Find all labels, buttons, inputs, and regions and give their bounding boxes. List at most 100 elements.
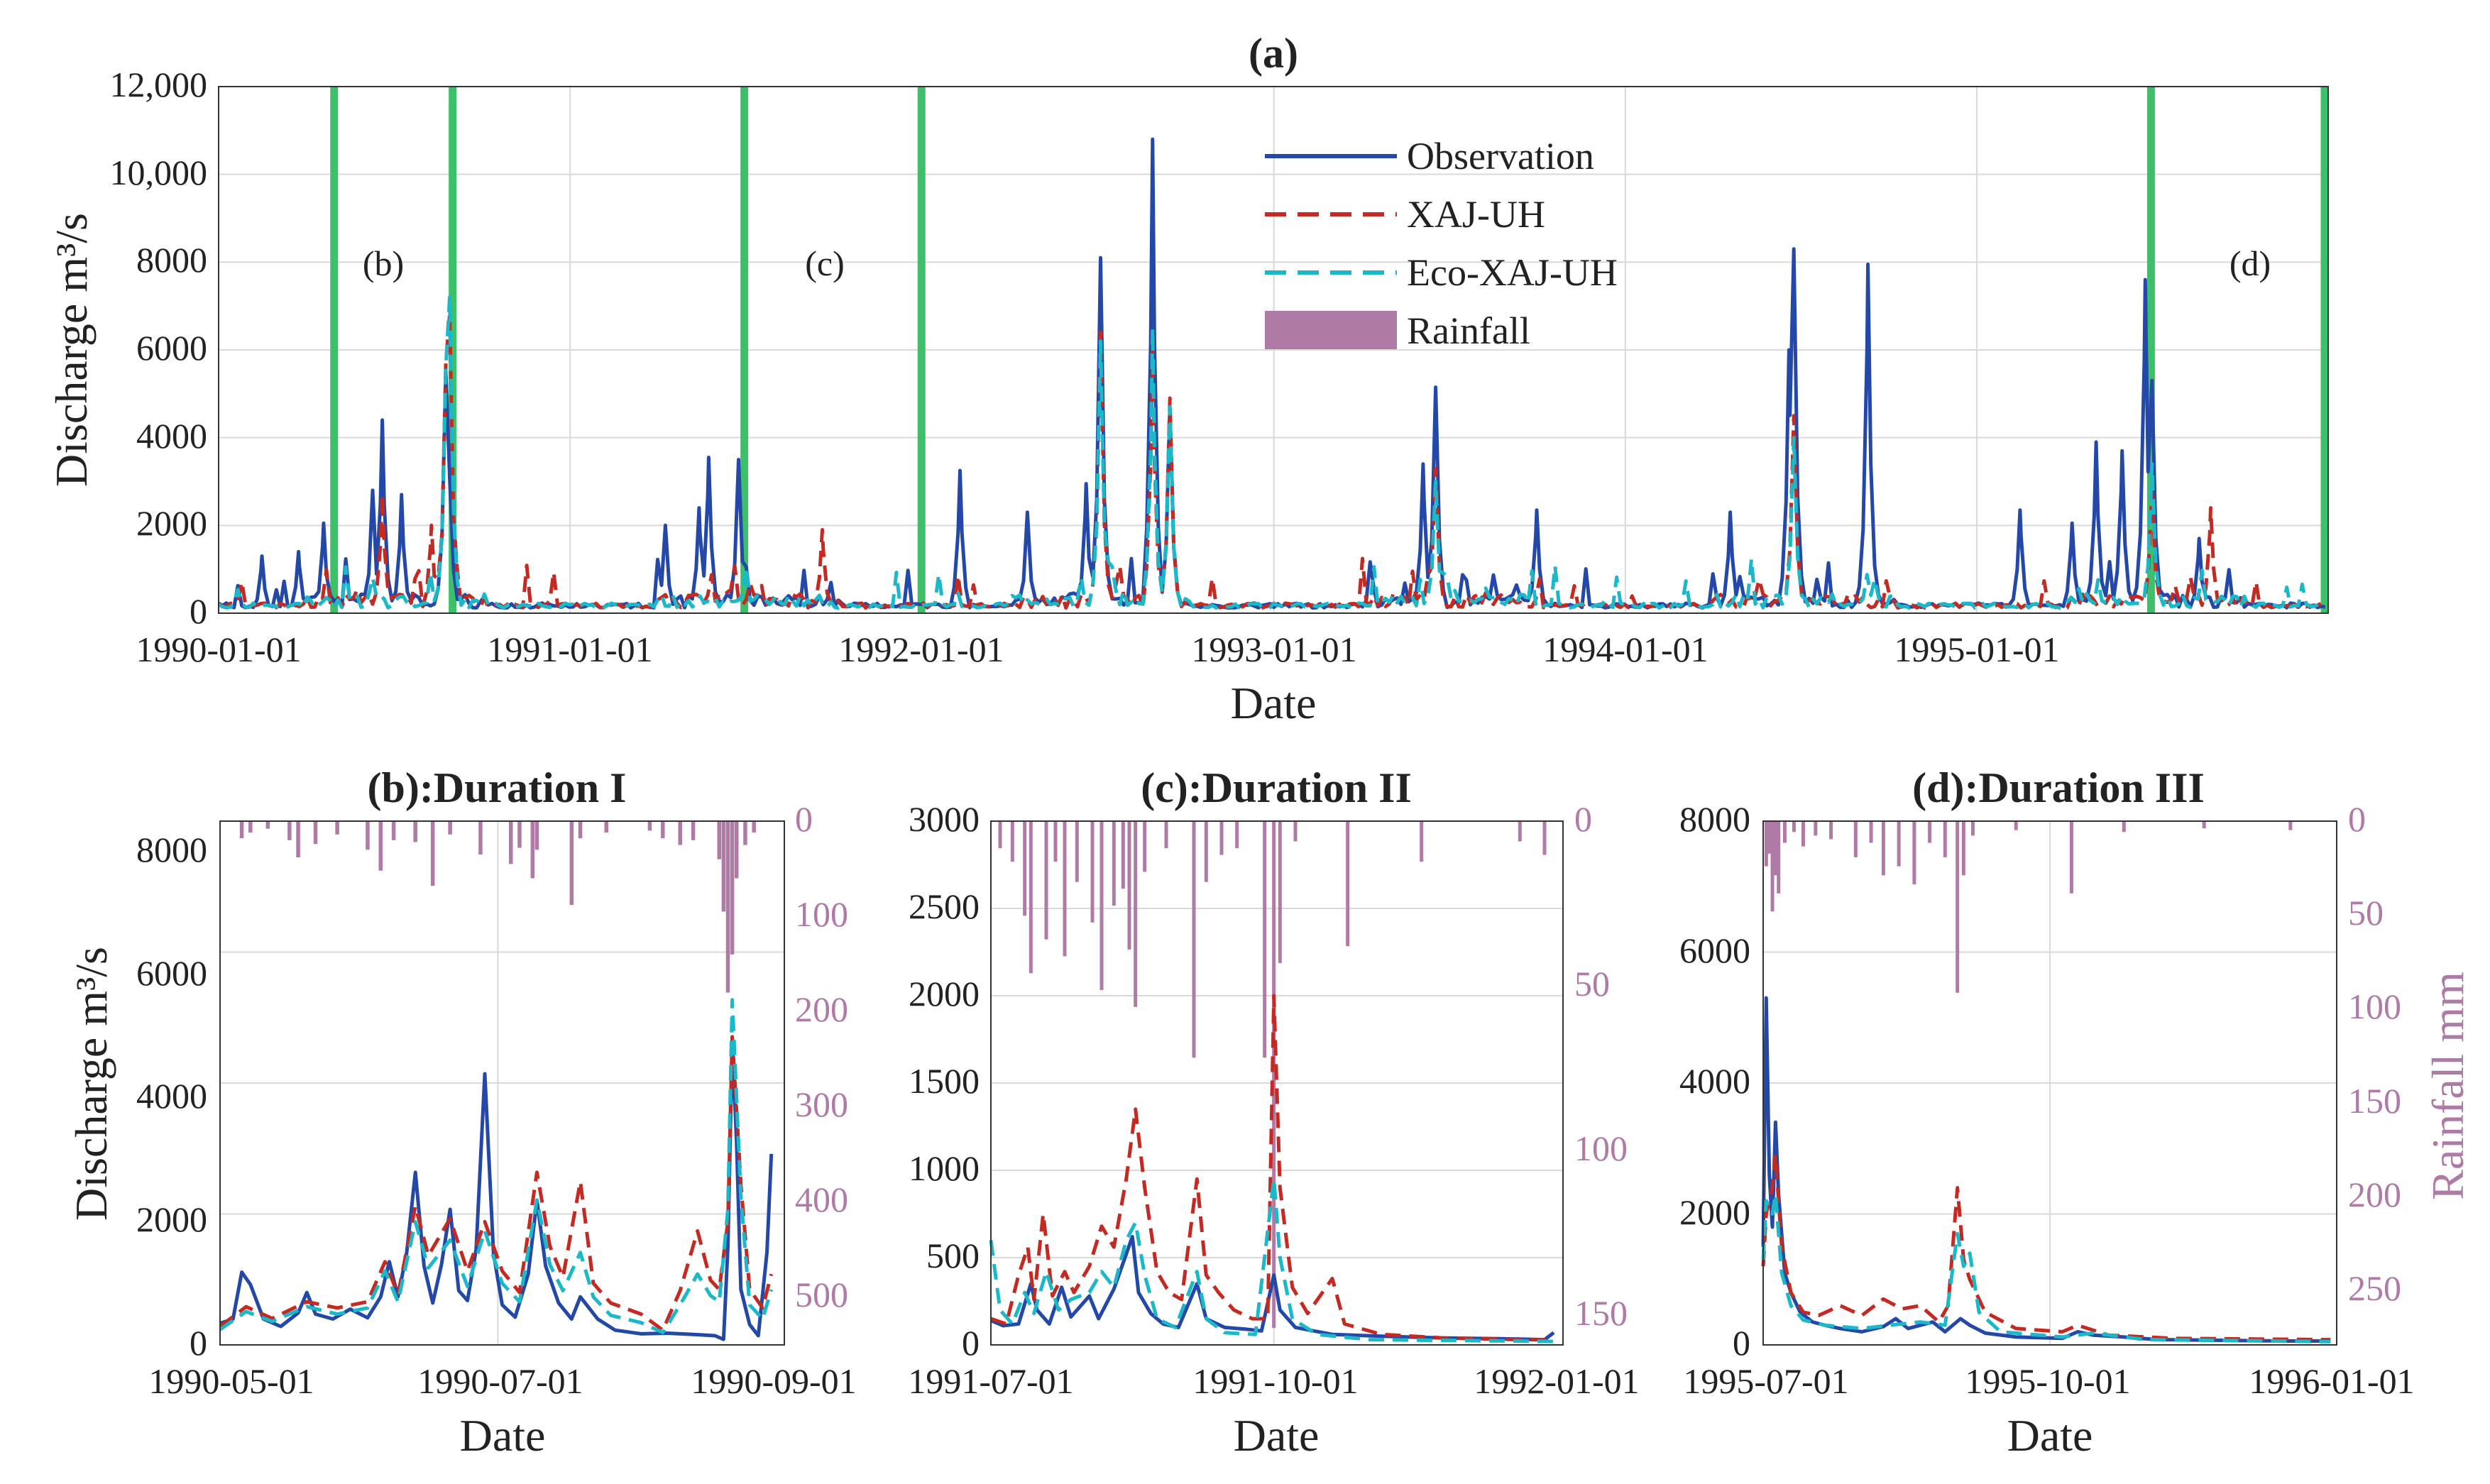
rainfall-bar [1801,821,1805,847]
y-tick-label: 0 [190,591,207,631]
y-tick-label: 8000 [1679,799,1750,839]
y-tick-label: 1500 [909,1061,980,1101]
y-tick-label: 2000 [909,974,980,1013]
rainfall-bar [1204,821,1208,882]
rain-tick-label: 150 [1574,1293,1628,1333]
y-tick-label: 8000 [136,830,207,869]
panel-b-axes-frame [219,820,785,1346]
rainfall-bar [2069,821,2073,894]
rainfall-bar [578,821,583,839]
rainfall-bar [287,821,292,840]
series-line-xaj-uh [990,994,1554,1342]
rain-tick-label: 250 [2348,1268,2401,1308]
panel-d-x-axis-label: Date [2007,1410,2093,1461]
rain-tick-label: 300 [795,1084,848,1124]
rainfall-bar [998,821,1002,849]
rainfall-bar [1897,821,1901,867]
panel-c-x-axis-label: Date [1234,1410,1320,1461]
panel-c-rainfall-bars [998,821,1547,1329]
x-tick-label: 1994-01-01 [1542,630,1708,669]
series-line-observation [219,1041,774,1341]
rainfall-bar [517,821,522,848]
rainfall-bar [730,821,735,955]
legend-label-xaj-uh: XAJ-UH [1407,193,1545,236]
rainfall-bar [569,821,574,906]
rainfall-bar [378,821,383,871]
rainfall-bar [335,821,339,835]
y-tick-label: 4000 [136,1076,207,1116]
rainfall-bar [1029,821,1033,974]
rainfall-bar [1134,821,1138,1007]
y-tick-label: 1000 [909,1148,980,1188]
panel-d: (d):Duration III 0 2000 4000 6000 8000 0… [1679,764,2473,1461]
rainfall-bar [1869,821,1873,843]
legend-label-rainfall: Rainfall [1407,309,1530,352]
legend-label-observation: Observation [1407,135,1594,177]
y-tick-label: 8000 [136,240,207,280]
y-tick-label: 2000 [136,503,207,543]
panel-a-x-axis-label: Date [1231,678,1317,728]
rainfall-bar [1272,821,1276,1329]
panel-d-y-ticks: 0 2000 4000 6000 8000 [1679,799,1750,1363]
rainfall-bar [1792,821,1796,832]
x-tick-label: 1995-01-01 [1894,630,2059,669]
panel-c-y-ticks: 0 500 1000 1500 2000 2500 3000 [909,799,980,1363]
rainfall-bar [1293,821,1298,842]
panel-b-y-ticks: 0 2000 4000 6000 8000 [136,830,207,1363]
panel-c-grid [991,821,1563,1345]
x-tick-label: 1993-01-01 [1191,630,1356,669]
rain-tick-label: 0 [2348,799,2366,839]
panel-d-x-ticks: 1995-07-01 1995-10-01 1996-01-01 [1683,1361,2414,1401]
series-line-eco-xaj-uh [989,1177,1554,1343]
panel-a-series [217,137,2326,610]
panel-b-title: (b):Duration I [367,764,626,811]
y-tick-label: 0 [190,1323,207,1363]
y-tick-label: 12,000 [110,65,208,104]
rain-tick-label: 200 [795,989,848,1029]
rainfall-bar [1010,821,1014,862]
rain-tick-label: 100 [1574,1128,1628,1168]
rainfall-bar [743,821,747,845]
rainfall-bar [448,821,452,835]
panel-b-y-axis-label: Discharge m³/s [66,947,116,1221]
panel-d-series [1761,996,2331,1343]
y-tick-label: 10,000 [110,153,208,192]
y-tick-label: 6000 [136,953,207,993]
rainfall-bar [1853,821,1858,857]
rainfall-bar [313,821,318,845]
rain-tick-label: 50 [2348,893,2384,933]
panel-a-region-labels: (b) (c) (d) [363,243,2271,283]
rainfall-bar [1956,821,1960,993]
y-tick-label: 0 [1733,1323,1750,1363]
legend-swatch-rainfall [1265,311,1397,349]
rainfall-bar [691,821,696,840]
y-tick-label: 3000 [909,799,980,839]
y-tick-label: 4000 [136,416,207,456]
panel-a-grid [219,87,2328,613]
series-line-eco-xaj-uh [217,295,2326,610]
rainfall-bar [1881,821,1885,876]
panel-c-rain-ticks: 0 50 100 150 [1574,799,1628,1333]
x-tick-label: 1990-07-01 [417,1361,583,1401]
region-label-c: (c) [805,243,845,283]
rain-tick-label: 100 [2348,986,2401,1026]
panel-d-rain-ticks: 0 50 100 150 200 250 [2348,799,2401,1308]
panel-d-title: (d):Duration III [1912,764,2205,811]
panel-b: (b):Duration I 0 2000 4000 6000 8000 0 1… [66,764,857,1461]
x-tick-label: 1995-10-01 [1965,1361,2130,1401]
rainfall-bar [717,821,722,859]
rainfall-bar [1044,821,1048,940]
panel-c-series [989,994,1555,1343]
rainfall-bar [296,821,300,857]
panel-d-rain-axis-label: Rainfall mm [2423,972,2473,1200]
rain-tick-label: 150 [2348,1081,2401,1121]
region-label-b: (b) [363,243,404,283]
series-line-xaj-uh [1761,1153,2331,1342]
y-tick-label: 2000 [1679,1192,1750,1232]
rainfall-bar [1912,821,1916,885]
legend-label-eco-xaj-uh: Eco-XAJ-UH [1407,251,1618,294]
region-label-d: (d) [2230,243,2271,283]
rainfall-bar [1346,821,1350,947]
panel-c-title: (c):Duration II [1141,764,1412,811]
rainfall-bar [1767,821,1772,854]
